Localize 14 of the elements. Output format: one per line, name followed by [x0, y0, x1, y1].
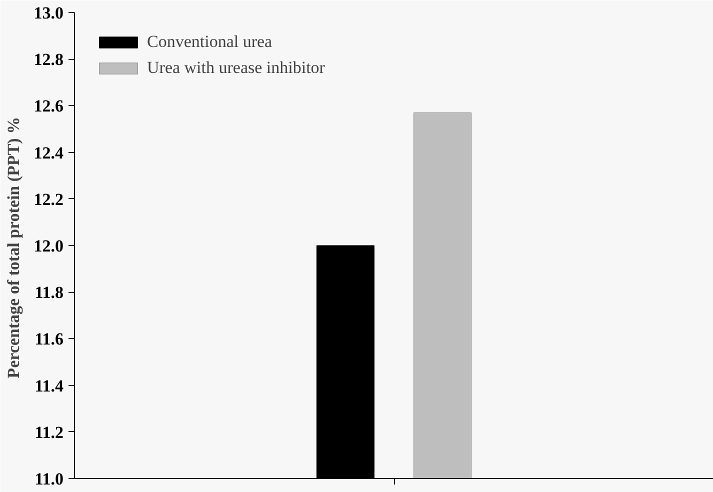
y-axis-title: Percentage of total protein (PPT) %	[4, 116, 23, 378]
legend-label: Urea with urease inhibitor	[147, 58, 325, 78]
y-tick-label: 13.0	[34, 4, 64, 22]
y-tick-label: 12.4	[34, 143, 64, 162]
y-tick-label: 11.2	[34, 422, 64, 442]
y-tick-label: 11.0	[34, 470, 64, 488]
y-tick-label: 11.6	[34, 330, 64, 349]
legend-label: Conventional urea	[147, 32, 272, 52]
y-tick-label: 12.8	[34, 50, 64, 70]
y-tick-label: 12.0	[34, 236, 64, 256]
y-tick-label: 12.2	[34, 190, 64, 209]
y-tick-label: 11.4	[34, 376, 64, 396]
y-tick-label: 12.6	[34, 96, 64, 116]
y-tick-label: 11.8	[34, 283, 64, 302]
